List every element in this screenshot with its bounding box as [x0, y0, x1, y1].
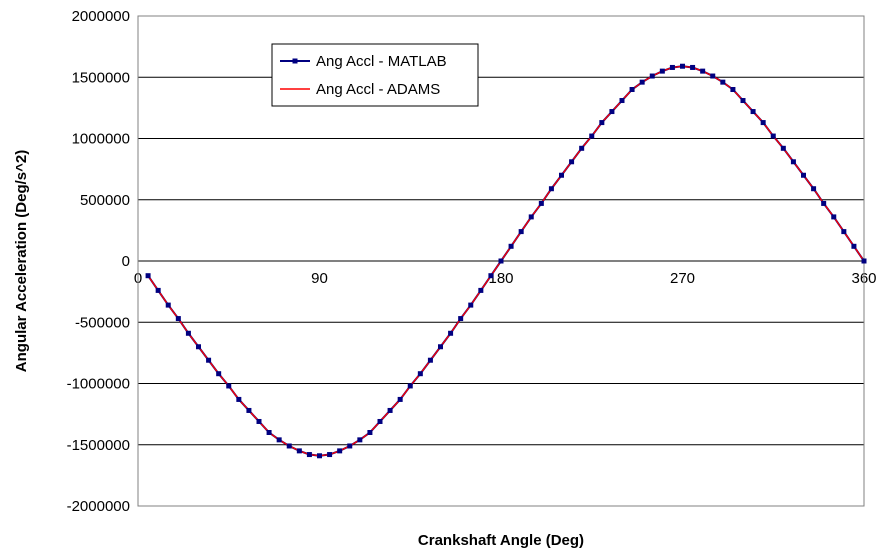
- data-point-matlab: [417, 371, 423, 377]
- data-point-matlab: [145, 273, 151, 279]
- data-point-matlab: [760, 120, 766, 126]
- data-point-matlab: [317, 453, 322, 459]
- data-point-matlab: [185, 330, 191, 336]
- x-tick-label: 180: [488, 270, 513, 287]
- data-point-matlab: [236, 396, 242, 402]
- y-axis-title: Angular Acceleration (Deg/s^2): [13, 150, 30, 372]
- data-point-matlab: [710, 73, 716, 79]
- data-point-matlab: [669, 64, 675, 70]
- legend: Ang Accl - MATLAB Ang Accl - ADAMS: [271, 43, 479, 107]
- legend-label-adams: Ang Accl - ADAMS: [316, 81, 440, 98]
- data-point-matlab: [296, 448, 302, 454]
- data-point-matlab: [347, 443, 353, 449]
- data-point-matlab: [740, 98, 746, 104]
- data-point-matlab: [377, 418, 383, 424]
- data-point-matlab: [770, 133, 776, 139]
- data-point-matlab: [468, 302, 474, 308]
- data-point-matlab: [700, 68, 706, 74]
- data-point-matlab: [256, 418, 262, 424]
- data-point-matlab: [690, 64, 696, 70]
- data-point-matlab: [639, 79, 645, 85]
- x-tick-label: 90: [311, 270, 328, 287]
- data-point-matlab: [266, 430, 272, 435]
- data-point-matlab: [458, 316, 464, 322]
- data-point-matlab: [216, 371, 222, 377]
- data-point-matlab: [427, 357, 433, 363]
- data-point-matlab: [569, 159, 575, 165]
- y-tick-label: 500000: [80, 192, 130, 209]
- y-tick-label: -500000: [75, 314, 130, 331]
- data-point-matlab: [680, 63, 685, 69]
- data-point-matlab: [488, 273, 494, 279]
- y-tick-label: -1000000: [67, 376, 130, 393]
- data-point-matlab: [357, 437, 363, 443]
- data-point-matlab: [811, 186, 817, 192]
- legend-box: [271, 43, 479, 107]
- data-point-matlab: [246, 407, 252, 413]
- data-point-matlab: [367, 430, 373, 435]
- x-axis-title: Crankshaft Angle (Deg): [418, 532, 584, 549]
- data-point-matlab: [831, 214, 837, 220]
- data-point-matlab: [579, 145, 585, 151]
- data-point-matlab: [821, 200, 827, 206]
- data-point-matlab: [518, 229, 524, 235]
- data-point-matlab: [538, 200, 544, 206]
- x-tick-label: 270: [670, 270, 695, 287]
- y-tick-label: 0: [122, 253, 130, 270]
- data-point-matlab: [407, 383, 413, 389]
- data-point-matlab: [841, 229, 847, 235]
- data-point-matlab: [306, 452, 312, 458]
- data-point-matlab: [730, 87, 736, 92]
- data-point-matlab: [448, 330, 454, 336]
- y-tick-label: -2000000: [67, 498, 130, 515]
- data-point-matlab: [559, 172, 564, 178]
- data-point-matlab: [801, 172, 806, 178]
- data-point-matlab: [438, 344, 443, 350]
- data-point-matlab: [720, 79, 726, 85]
- data-point-matlab: [337, 448, 343, 454]
- data-point-matlab: [619, 98, 625, 104]
- data-point-matlab: [629, 87, 635, 92]
- data-point-matlab: [589, 133, 595, 139]
- data-point-matlab: [528, 214, 534, 220]
- y-tick-label: 1500000: [72, 69, 130, 86]
- data-point-matlab: [196, 344, 201, 350]
- series-layer: [145, 63, 867, 459]
- y-tick-label: 1000000: [72, 131, 130, 148]
- data-point-matlab: [780, 145, 786, 151]
- y-tick-labels: 2000000 1500000 1000000 500000 0 -500000 -1000…: [67, 8, 130, 515]
- data-point-matlab: [599, 120, 605, 126]
- y-tick-label: -1500000: [67, 437, 130, 454]
- data-point-matlab: [387, 407, 393, 413]
- y-tick-label: 2000000: [72, 8, 130, 25]
- data-point-matlab: [165, 302, 171, 308]
- x-tick-labels: 0 90 180 270 360: [134, 270, 877, 287]
- data-point-matlab: [790, 159, 796, 165]
- data-point-matlab: [659, 68, 665, 74]
- data-point-matlab: [175, 316, 181, 322]
- data-point-matlab: [609, 109, 615, 115]
- data-point-matlab: [397, 396, 403, 402]
- data-point-matlab: [478, 287, 484, 293]
- data-point-matlab: [750, 109, 756, 115]
- data-point-matlab: [206, 357, 212, 363]
- legend-marker-matlab: [292, 58, 298, 64]
- data-point-matlab: [851, 243, 857, 249]
- data-point-matlab: [155, 287, 161, 293]
- data-point-matlab: [508, 243, 514, 249]
- data-point-matlab: [286, 443, 292, 449]
- data-point-matlab: [861, 258, 867, 264]
- data-point-matlab: [226, 383, 232, 389]
- legend-label-matlab: Ang Accl - MATLAB: [316, 53, 447, 70]
- data-point-matlab: [548, 186, 554, 192]
- data-point-matlab: [276, 437, 282, 443]
- data-point-matlab: [498, 258, 504, 264]
- data-point-matlab: [649, 73, 655, 79]
- data-point-matlab: [327, 452, 333, 458]
